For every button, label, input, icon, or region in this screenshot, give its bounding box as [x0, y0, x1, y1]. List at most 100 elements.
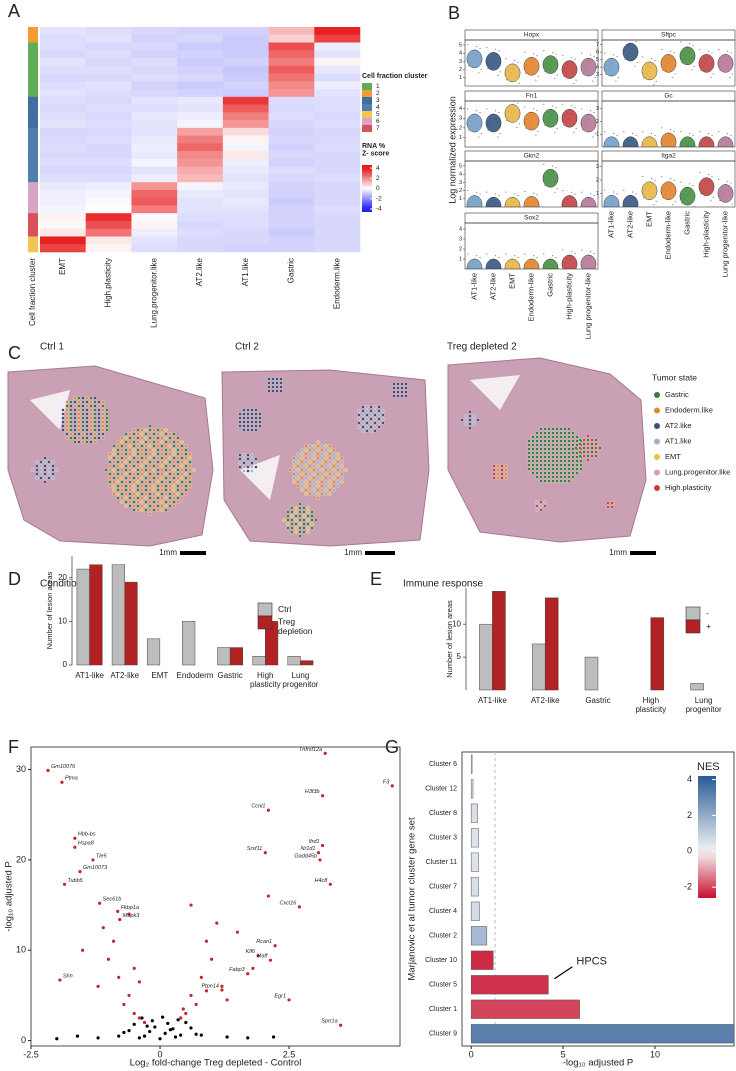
spot: [132, 428, 136, 432]
jitter-dot: [519, 278, 520, 279]
spot: [571, 463, 575, 467]
x-tick-label: Endoderm: [177, 671, 214, 680]
spot: [120, 484, 124, 488]
spot: [300, 448, 304, 452]
heat-cell: [85, 65, 132, 74]
jitter-dot: [731, 203, 733, 205]
spot: [543, 467, 547, 471]
point-label: Ifrd1: [309, 839, 320, 845]
violin: [622, 42, 639, 62]
jitter-dot: [635, 134, 637, 136]
heat-cell: [314, 73, 361, 82]
spot: [298, 534, 302, 538]
spot: [543, 504, 547, 508]
colorbar-tick-label: 0: [687, 846, 692, 856]
jitter-dot: [655, 80, 657, 82]
violin: [698, 54, 715, 73]
spot: [308, 460, 312, 464]
heat-cell: [314, 189, 361, 198]
bar: [470, 803, 478, 823]
x-tick-label: Endoderm-like: [526, 273, 535, 321]
cluster-cell: [28, 182, 38, 191]
x-tick-label: 5: [561, 1049, 566, 1059]
y-tick-label: Cluster 12: [425, 786, 457, 793]
spot: [132, 500, 136, 504]
spot: [124, 448, 128, 452]
point: [163, 1031, 167, 1035]
y-tick-label: Cluster 10: [425, 957, 457, 964]
spot: [324, 468, 328, 472]
jitter-dot: [680, 181, 682, 183]
spot: [35, 476, 39, 480]
spot: [144, 456, 148, 460]
point-label: Sec61b: [103, 897, 122, 903]
heat-cell: [177, 42, 224, 51]
spot: [500, 476, 504, 480]
legend-label: Treg depletion: [278, 617, 313, 636]
spot: [543, 451, 547, 455]
spot: [61, 412, 65, 416]
heat-cell: [85, 244, 132, 253]
spot: [160, 452, 164, 456]
spot: [571, 455, 575, 459]
spot: [468, 410, 472, 414]
jitter-dot: [495, 48, 497, 50]
point: [189, 993, 193, 998]
jitter-dot: [571, 56, 573, 58]
heat-cell: [131, 143, 178, 152]
heat-cell: [85, 135, 132, 144]
spot: [156, 448, 160, 452]
point: [78, 870, 82, 874]
spot: [298, 526, 302, 530]
jitter-dot: [651, 132, 653, 134]
cluster-cell: [28, 34, 38, 43]
spot: [112, 444, 116, 448]
spot: [85, 432, 89, 436]
spot: [543, 439, 547, 443]
jitter-dot: [574, 107, 576, 109]
spot: [140, 444, 144, 448]
heat-cell: [268, 205, 315, 214]
spot: [300, 476, 304, 480]
spot: [168, 456, 172, 460]
spot: [156, 456, 160, 460]
heat-cell: [222, 73, 269, 82]
spot: [392, 390, 396, 394]
spot: [81, 408, 85, 412]
panel-label: F: [8, 737, 19, 757]
spot: [180, 448, 184, 452]
spot: [563, 467, 567, 471]
heat-cell: [85, 143, 132, 152]
spot: [340, 476, 344, 480]
jitter-dot: [729, 76, 731, 78]
violin: [660, 181, 677, 200]
spot: [188, 476, 192, 480]
x-tick-label: AT2-like: [531, 696, 560, 705]
jitter-dot: [518, 82, 520, 84]
heat-cell: [314, 205, 361, 214]
heat-cell: [40, 127, 87, 136]
spot: [77, 420, 81, 424]
spot: [132, 504, 136, 508]
spot: [555, 463, 559, 467]
jitter-dot: [731, 73, 733, 75]
point: [181, 1007, 185, 1011]
jitter-dot: [590, 251, 592, 253]
spot: [120, 480, 124, 484]
y-tick-label: 0: [63, 660, 68, 669]
jitter-dot: [556, 128, 558, 130]
spot: [124, 468, 128, 472]
colorbar-tick-label: 2: [687, 810, 692, 820]
spot: [148, 512, 152, 516]
spot: [101, 412, 105, 416]
spot: [574, 446, 578, 450]
spot: [575, 439, 579, 443]
tissue-space: [30, 375, 520, 500]
heat-cell: [131, 189, 178, 198]
spot: [85, 428, 89, 432]
point: [46, 768, 50, 773]
strip-title: Gkn2: [524, 153, 540, 160]
spot: [300, 472, 304, 476]
spot: [296, 476, 300, 480]
spot: [160, 480, 164, 484]
